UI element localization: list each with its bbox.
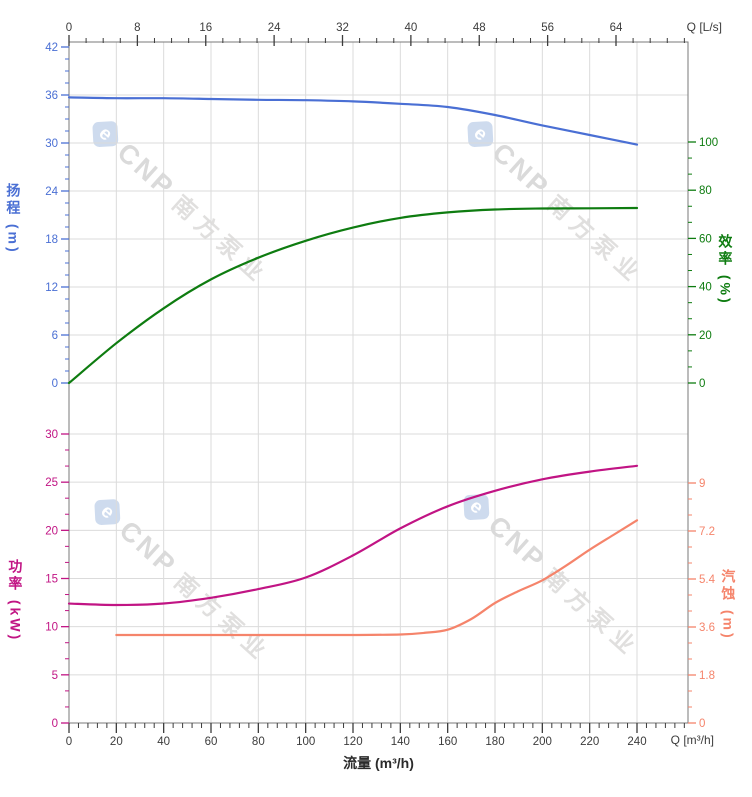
tick-label: 80	[252, 736, 265, 748]
tick-label: 5.4	[699, 574, 716, 586]
tick-label: 15	[45, 574, 58, 586]
tick-label: 40	[157, 736, 170, 748]
tick-label: 140	[391, 736, 410, 748]
tick-label: 120	[343, 736, 362, 748]
power-axis-title: 功率 (kW)	[7, 559, 24, 643]
npshr-curve	[115, 519, 639, 637]
efficiency-curve	[67, 206, 639, 385]
head-curve	[67, 96, 639, 146]
tick-label: 100	[296, 736, 315, 748]
tick-label: 8	[134, 22, 140, 34]
head-axis-title: 扬程 (m)	[5, 183, 22, 255]
efficiency-axis-title: 效率 (%)	[717, 234, 734, 306]
tick-label: 80	[699, 185, 712, 197]
tick-label: 42	[45, 42, 58, 54]
tick-label: 0	[52, 718, 58, 730]
tick-label: 0	[66, 736, 72, 748]
bottom-axis-unit: Q [m³/h]	[670, 733, 714, 747]
tick-label: 32	[336, 22, 349, 34]
tick-label: 25	[45, 477, 58, 489]
tick-label: 9	[699, 478, 705, 490]
npshr-axis-title: 汽蚀 (m)	[720, 569, 737, 641]
top-axis-unit: Q [L/s]	[686, 20, 722, 34]
tick-label: 60	[205, 736, 218, 748]
tick-label: 18	[45, 234, 58, 246]
tick-label: 200	[533, 736, 552, 748]
tick-label: 40	[404, 22, 417, 34]
tick-label: 56	[541, 22, 554, 34]
tick-label: 24	[45, 186, 58, 198]
tick-label: 220	[580, 736, 599, 748]
tick-label: 40	[699, 282, 712, 294]
tick-label: 7.2	[699, 526, 715, 538]
tick-label: 20	[699, 330, 712, 342]
tick-label: 180	[485, 736, 504, 748]
tick-label: 36	[45, 90, 58, 102]
tick-label: 160	[438, 736, 457, 748]
tick-label: 0	[52, 378, 58, 390]
tick-label: 16	[199, 22, 212, 34]
tick-label: 12	[45, 282, 58, 294]
tick-label: 1.8	[699, 670, 715, 682]
tick-label: 64	[610, 22, 623, 34]
power-curve	[67, 464, 639, 607]
tick-label: 3.6	[699, 622, 715, 634]
tick-label: 5	[52, 670, 58, 682]
tick-label: 48	[473, 22, 486, 34]
tick-label: 30	[45, 138, 58, 150]
tick-label: 60	[699, 233, 712, 245]
tick-label: 0	[699, 718, 705, 730]
tick-label: 20	[45, 525, 58, 537]
tick-label: 20	[110, 736, 123, 748]
tick-label: 6	[52, 330, 58, 342]
tick-label: 0	[699, 378, 705, 390]
flow-axis-title: 流量 (m³/h)	[343, 755, 414, 771]
tick-label: 0	[66, 22, 72, 34]
tick-label: 240	[627, 736, 646, 748]
tick-label: 10	[45, 622, 58, 634]
tick-label: 100	[699, 137, 718, 149]
tick-label: 30	[45, 429, 58, 441]
tick-label: 24	[268, 22, 281, 34]
